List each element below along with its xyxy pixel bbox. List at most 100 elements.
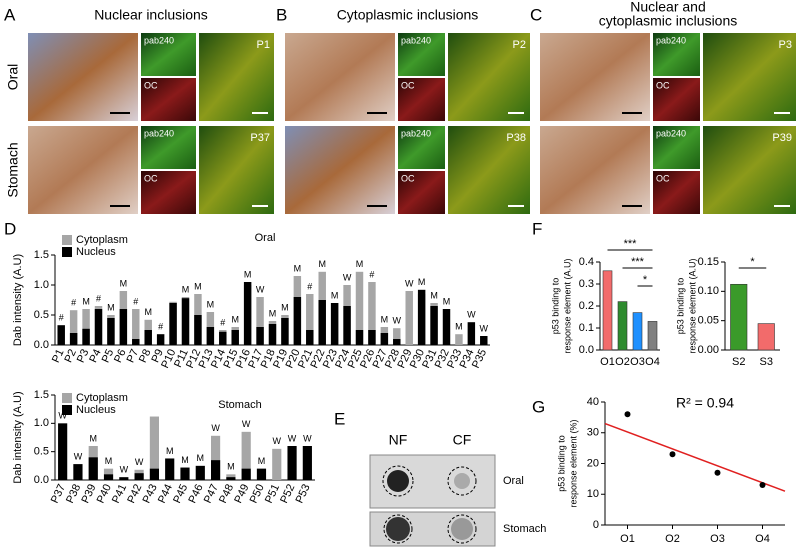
bar <box>69 310 78 345</box>
blot-outline <box>447 466 477 496</box>
y-tick-label: 0.0 <box>34 339 49 351</box>
bar <box>368 330 376 345</box>
stain-label: pab240 <box>144 35 174 45</box>
bar <box>730 283 748 351</box>
if-image <box>141 78 196 121</box>
bar <box>134 473 144 480</box>
patient-label: P3 <box>779 39 792 51</box>
bar-annotation: W <box>467 310 476 320</box>
bar-annotation: W <box>288 433 297 443</box>
stain-label: OC <box>144 173 158 183</box>
row-label: Oral <box>5 64 21 90</box>
y-tick-label: 20 <box>587 457 599 469</box>
x-tick-label: O1 <box>600 356 615 368</box>
legend-swatch <box>62 405 72 415</box>
bar-annotation: M <box>105 456 113 466</box>
bar <box>241 431 251 480</box>
bar <box>602 270 613 351</box>
bar-annotation: M <box>120 278 128 288</box>
x-tick-label: O3 <box>710 533 725 545</box>
bar-annotation: W <box>135 457 144 467</box>
bar <box>380 333 389 345</box>
ihc-image <box>285 33 395 121</box>
bar <box>88 457 98 480</box>
stain-label: OC <box>144 80 158 90</box>
y-axis-label: Dab intensity (A.U) <box>12 254 24 346</box>
significance-label: * <box>643 274 648 286</box>
bar-annotation: # <box>158 322 163 332</box>
x-tick-label: O4 <box>755 533 770 545</box>
bar <box>119 309 128 345</box>
bar-annotation: M <box>318 259 326 269</box>
x-tick-label: P8 <box>137 347 154 364</box>
bar <box>181 298 190 345</box>
bar <box>82 309 90 345</box>
panel-letter: F <box>532 219 542 238</box>
legend-label: Nucleus <box>76 246 116 258</box>
bar <box>343 306 351 345</box>
x-tick-label: P45 <box>171 482 190 505</box>
if-image <box>398 171 445 214</box>
bar-annotation: M <box>269 308 277 318</box>
x-tick-label: P46 <box>186 482 205 505</box>
if-image <box>653 171 700 214</box>
point <box>624 411 631 418</box>
bar <box>57 325 65 345</box>
bar-annotation: M <box>381 314 389 324</box>
blot: NF CF Oral Stomach <box>369 432 546 547</box>
if-image <box>398 78 445 121</box>
stain-label: OC <box>656 173 670 183</box>
bar <box>156 334 165 345</box>
if-image <box>141 126 196 169</box>
bar-annotation: W <box>120 465 129 475</box>
blot-dot <box>454 473 470 489</box>
bar <box>231 330 239 345</box>
patient-label: P1 <box>257 39 270 51</box>
y-tick-label: 0.5 <box>34 446 49 458</box>
blot-outline <box>382 465 414 497</box>
bar-annotation: M <box>144 307 152 317</box>
if-image <box>141 33 196 76</box>
y-tick-label: 0.0 <box>34 474 49 486</box>
bar <box>287 446 297 480</box>
x-tick-label: O3 <box>630 356 645 368</box>
x-tick-label: P51 <box>263 482 282 505</box>
bar-annotation: M <box>281 302 289 312</box>
y-tick-label: 0.4 <box>579 256 594 268</box>
bar-annotation: # <box>59 313 64 323</box>
bar <box>430 306 438 345</box>
bar-annotation: # <box>96 293 101 303</box>
blot-column: NF <box>389 432 408 448</box>
blot-outline <box>383 514 413 544</box>
merge-image <box>448 126 530 214</box>
blot-dot <box>387 470 409 492</box>
x-tick-label: P43 <box>141 482 160 505</box>
bar-annotation: # <box>220 317 225 327</box>
y-tick-label: 1.0 <box>34 417 49 429</box>
bar-annotation: W <box>405 278 414 288</box>
patient-label: P37 <box>250 132 270 144</box>
chart-title: Oral <box>255 232 276 244</box>
x-tick-label: P4 <box>87 347 104 364</box>
bar <box>169 303 177 345</box>
ihc-image <box>540 33 650 121</box>
panel-letter: A <box>4 5 16 24</box>
bar-annotation: M <box>227 462 235 472</box>
bar <box>103 468 114 480</box>
bar-annotation: M <box>82 296 90 306</box>
panel-title: Nuclear and <box>630 0 706 15</box>
blot-row: Oral <box>503 475 524 487</box>
y-tick-label: 10 <box>587 488 599 500</box>
y-tick-label: 0.5 <box>34 309 49 321</box>
bar <box>119 477 129 480</box>
y-tick-label: 0.00 <box>698 344 719 356</box>
stain-label: OC <box>656 80 670 90</box>
bar-annotation: M <box>182 284 190 294</box>
y-tick-label: 0.05 <box>698 315 719 327</box>
bar <box>241 468 251 480</box>
bar <box>256 327 264 345</box>
point <box>714 469 721 476</box>
bar-annotation: W <box>74 452 83 462</box>
panel-letter: B <box>276 5 287 24</box>
bar-annotation: M <box>331 290 339 300</box>
